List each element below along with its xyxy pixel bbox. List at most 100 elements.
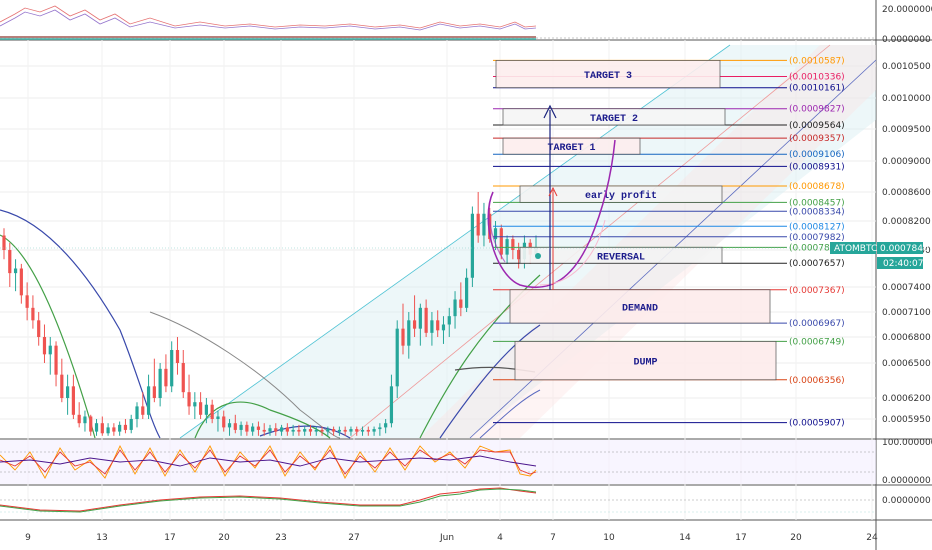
zone-box: [502, 108, 726, 126]
candle-body: [499, 228, 503, 255]
level-label: (0.0006356): [789, 376, 845, 386]
candle-body: [193, 402, 197, 407]
candle-body: [245, 424, 249, 432]
candle-body: [470, 213, 474, 278]
level-label: (0.0007837): [789, 243, 845, 253]
projection-shadow: [539, 219, 606, 286]
last-price-marker: [535, 253, 541, 259]
zone-label: early profit: [585, 190, 657, 202]
candle-body: [83, 416, 87, 424]
stoch-d-line: [0, 449, 537, 475]
zone-label: TARGET 1: [547, 143, 595, 154]
candle-body: [25, 295, 29, 308]
time-tick: Jun: [439, 533, 454, 543]
target-arrow-head: [543, 104, 557, 119]
zone-label: DEMAND: [622, 303, 658, 314]
level-label: (0.0007657): [789, 259, 845, 269]
level-label: (0.0010161): [789, 84, 845, 94]
panel-axes: 20.0000000 0.0000000 100.0000000 0.00000…: [882, 5, 932, 506]
candle-body: [447, 316, 451, 325]
price-tick: 0.0006800: [882, 333, 931, 343]
candle-body: [118, 424, 122, 432]
candle-body: [152, 386, 156, 398]
candle-body: [123, 424, 128, 430]
candle-body: [274, 428, 278, 432]
fan-fill: [180, 45, 876, 438]
candle-body: [418, 307, 422, 329]
candle-body: [279, 427, 284, 432]
time-tick: 7: [550, 533, 556, 543]
time-tick: 4: [497, 533, 503, 543]
price-tick: 0.0008200: [882, 217, 931, 227]
macd-panel: [0, 487, 876, 513]
zone-box: [514, 341, 777, 381]
candle-body: [227, 423, 232, 428]
price-tick: 0.0008600: [882, 188, 931, 198]
candle-body: [395, 328, 399, 387]
symbol-label: ATOMBTC: [834, 244, 877, 254]
candle-body: [77, 414, 81, 424]
macd-line-green: [0, 488, 537, 513]
macd-line-red: [0, 487, 537, 512]
candle-body: [112, 427, 116, 432]
candle-body: [320, 429, 324, 432]
candle-body: [239, 424, 243, 430]
candle-body: [89, 416, 93, 432]
candle-body: [326, 429, 330, 432]
candle-body: [482, 213, 486, 236]
time-tick: 20: [218, 533, 230, 543]
candle-body: [233, 423, 237, 430]
top-indicator-panel: [0, 5, 876, 40]
candle-body: [100, 423, 104, 434]
candle-body: [493, 228, 498, 240]
candle-body: [488, 213, 492, 240]
zone-label: DUMP: [633, 358, 657, 369]
time-tick: 20: [790, 533, 802, 543]
time-tick: 23: [275, 533, 286, 543]
time-tick: 17: [735, 533, 746, 543]
candle-body: [199, 402, 203, 415]
time-tick: 14: [679, 533, 691, 543]
level-label: (0.0010587): [789, 56, 845, 66]
candle-body: [360, 429, 365, 432]
candle-body: [291, 429, 295, 432]
level-label: (0.0006967): [789, 319, 845, 329]
candle-body: [94, 423, 99, 432]
zone-label: TARGET 2: [590, 114, 638, 125]
level-label: (0.0010336): [789, 72, 845, 82]
candle-body: [170, 350, 174, 387]
candle-body: [303, 429, 307, 432]
candle-body: [187, 392, 191, 407]
candle-body: [8, 250, 12, 274]
zone-box: [509, 289, 771, 324]
candle-body: [135, 406, 139, 419]
candle-body: [424, 307, 428, 333]
stoch-tick-high: 100.0000000: [882, 438, 932, 448]
candle-body: [60, 374, 64, 398]
stoch-rsi-line: [0, 455, 537, 467]
candle-body: [129, 419, 133, 430]
candle-body: [308, 429, 313, 432]
candle-body: [141, 406, 145, 415]
early-arrow-head: [548, 186, 558, 197]
candle-body: [106, 427, 110, 434]
projection-curve-left: [488, 191, 506, 263]
stoch-background: [0, 440, 876, 484]
zone-box: [519, 246, 723, 264]
level-label: (0.0006749): [789, 337, 845, 347]
level-label: (0.0009106): [789, 150, 845, 160]
candle-body: [222, 416, 226, 428]
level-label: (0.0009357): [789, 134, 845, 144]
candle-body: [412, 320, 417, 329]
candle-body: [13, 268, 18, 274]
symbol-badge: [830, 242, 876, 254]
candle-body: [436, 320, 440, 331]
level-label: (0.0005907): [789, 419, 845, 429]
candle-body: [441, 324, 446, 331]
time-tick: 17: [164, 533, 175, 543]
price-tick: 0.0007400: [882, 283, 931, 293]
zone-box: [519, 185, 723, 203]
top-panel-band-red: [0, 36, 536, 38]
level-label: (0.0007367): [789, 286, 845, 296]
ma-blue-mid: [259, 425, 351, 439]
